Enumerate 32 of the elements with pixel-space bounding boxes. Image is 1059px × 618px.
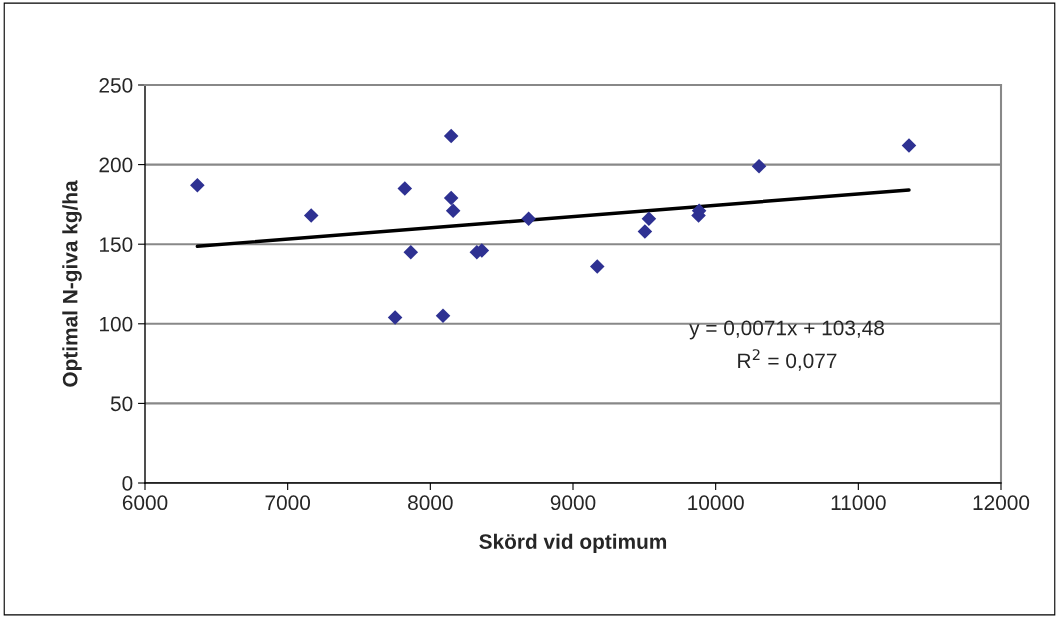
x-tick-label: 9000 (550, 495, 596, 511)
x-tick-label: 11000 (831, 495, 886, 511)
x-tick-label: 10000 (688, 495, 744, 511)
point (443, 128, 459, 144)
point (901, 138, 917, 153)
y-tick-label: 150 (100, 237, 133, 252)
x-tick-label: 8000 (408, 495, 453, 511)
x-axis-title: Skörd vid optimum (479, 533, 667, 554)
point (445, 203, 461, 219)
point (521, 211, 536, 227)
annotation: R$^{2}$ = 0,077 (738, 349, 837, 371)
annotation: y = 0,0071x + 103,48 (689, 320, 884, 340)
y-axis-title: Optimal N-giva kg/ha (62, 180, 82, 387)
x-tick-label: 7000 (265, 495, 311, 511)
y-tick-label: 200 (99, 157, 133, 173)
y-tick-label: 50 (110, 396, 133, 412)
y-tick-label: 250 (99, 78, 133, 93)
point (435, 308, 451, 324)
x-tick-label: 6000 (122, 495, 168, 511)
point (443, 190, 459, 206)
point (751, 158, 767, 174)
x-tick-label: 12000 (973, 495, 1030, 511)
point (589, 259, 605, 274)
point (303, 208, 319, 223)
y-tick-label: 100 (100, 316, 133, 332)
y-tick-label: 0 (122, 476, 133, 491)
point (637, 224, 653, 239)
point (397, 181, 413, 196)
point (403, 244, 419, 260)
point (190, 178, 205, 193)
point (387, 310, 403, 325)
point (641, 211, 657, 227)
